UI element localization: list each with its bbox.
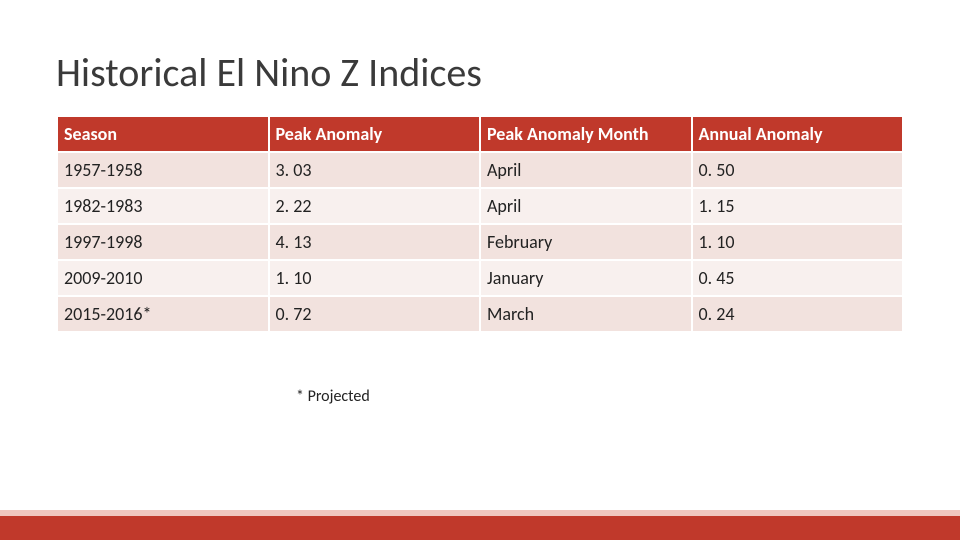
table-cell: 0. 72 (269, 296, 481, 332)
slide: Historical El Nino Z Indices SeasonPeak … (0, 0, 960, 540)
table-body: 1957-19583. 03April0. 501982-19832. 22Ap… (57, 152, 903, 332)
table-cell: February (480, 224, 692, 260)
table-row: 1997-19984. 13February1. 10 (57, 224, 903, 260)
table-cell: 0. 45 (692, 260, 904, 296)
table-row: 2015-2016*0. 72March0. 24 (57, 296, 903, 332)
table-column-header: Peak Anomaly Month (480, 116, 692, 152)
table-column-header: Annual Anomaly (692, 116, 904, 152)
table-cell: April (480, 188, 692, 224)
table-cell: 1982-1983 (57, 188, 269, 224)
table-cell: 2009-2010 (57, 260, 269, 296)
table-head: SeasonPeak AnomalyPeak Anomaly MonthAnnu… (57, 116, 903, 152)
accent-stripe (0, 516, 960, 540)
slide-title: Historical El Nino Z Indices (56, 48, 904, 97)
table-header-row: SeasonPeak AnomalyPeak Anomaly MonthAnnu… (57, 116, 903, 152)
table-cell: 1997-1998 (57, 224, 269, 260)
table-cell: 4. 13 (269, 224, 481, 260)
table-cell: 2. 22 (269, 188, 481, 224)
footnote: * Projected (296, 387, 904, 406)
table-cell: 1. 10 (269, 260, 481, 296)
table-cell: March (480, 296, 692, 332)
table-cell: January (480, 260, 692, 296)
table-cell: 1. 15 (692, 188, 904, 224)
table-cell: April (480, 152, 692, 188)
table-cell: 0. 24 (692, 296, 904, 332)
bottom-accent-bar (0, 510, 960, 540)
table-cell: 1957-1958 (57, 152, 269, 188)
table-cell: 0. 50 (692, 152, 904, 188)
data-table: SeasonPeak AnomalyPeak Anomaly MonthAnnu… (56, 115, 904, 333)
table-cell: 1. 10 (692, 224, 904, 260)
table-cell: 2015-2016* (57, 296, 269, 332)
table-column-header: Peak Anomaly (269, 116, 481, 152)
table-cell: 3. 03 (269, 152, 481, 188)
table-row: 1982-19832. 22April1. 15 (57, 188, 903, 224)
table-row: 1957-19583. 03April0. 50 (57, 152, 903, 188)
table-column-header: Season (57, 116, 269, 152)
table-row: 2009-20101. 10January0. 45 (57, 260, 903, 296)
